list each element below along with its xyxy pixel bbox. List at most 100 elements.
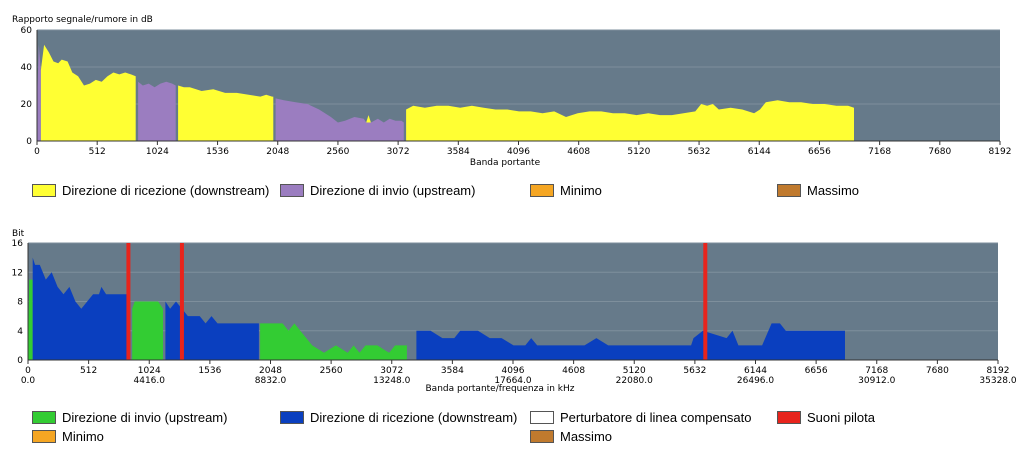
bits-axes: 0 4 8 12 16 0 512 1024 1536 2048 2560 3072 3584 4096 4…: [12, 239, 1017, 386]
snr-x-tick-label: 5120: [627, 147, 650, 157]
snr-x-tick-label: 0: [34, 147, 40, 157]
bits-y-tick-label: 0: [17, 356, 23, 366]
snr-x-tick-label: 512: [89, 147, 106, 157]
legend-item-upstream-bits: Direzione di invio (upstream): [32, 410, 227, 425]
legend-item-downstream-snr: Direzione di ricezione (downstream): [32, 183, 269, 198]
snr-x-tick-label: 3584: [447, 147, 470, 157]
legend-item-minimum-snr: Minimo: [530, 183, 602, 198]
legend-label: Massimo: [560, 429, 613, 444]
snr-x-tick-label: 3072: [387, 147, 410, 157]
legend-swatch: [32, 184, 56, 197]
bits-x-tick-label: 5120: [623, 366, 646, 376]
snr-y-axis-label: Rapporto segnale/rumore in dB: [12, 15, 153, 25]
snr-area-direzione-di-invio-upstream-: [37, 44, 41, 141]
bits-x-tick-label: 8192: [987, 366, 1010, 376]
bits-x-tick-label: 4608: [562, 366, 585, 376]
snr-x-tick-label: 8192: [989, 147, 1012, 157]
snr-y-tick-label: 60: [21, 26, 33, 36]
snr-area-direzione-di-invio-upstream-: [275, 98, 404, 141]
snr-x-tick-label: 1024: [146, 147, 169, 157]
bits-x-axis-label: Banda portante/frequenza in kHz: [426, 384, 575, 394]
legend-swatch: [32, 430, 56, 443]
bits-y-tick-label: 8: [17, 298, 23, 308]
bits-x-tick-label: 5632: [683, 366, 706, 376]
snr-x-tick-label: 6144: [748, 147, 771, 157]
freq-tick-label: 17664.0: [494, 376, 531, 386]
snr-area-direzione-di-ricezione-downstream-: [40, 44, 136, 141]
snr-x-tick-label: 6656: [808, 147, 831, 157]
bits-x-tick-label: 4096: [502, 366, 525, 376]
snr-x-axis-label: Banda portante: [470, 158, 541, 168]
freq-tick-label: 4416.0: [134, 376, 166, 386]
snr-y-tick-label: 20: [21, 100, 33, 110]
legend-item-maximum-bits: Massimo: [530, 429, 612, 444]
bits-y-tick-label: 12: [12, 268, 23, 278]
legend-item-pilot-tones: Suoni pilota: [777, 410, 875, 425]
freq-tick-label: 35328.0: [979, 376, 1016, 386]
snr-area-direzione-di-invio-upstream-: [138, 81, 176, 141]
snr-x-tick-label: 7168: [868, 147, 891, 157]
bits-y-axis-label: Bit: [12, 229, 25, 239]
legend-item-crosstalk: Perturbatore di linea compensato: [530, 410, 752, 425]
freq-tick-label: 30912.0: [858, 376, 895, 386]
legend-swatch: [777, 411, 801, 424]
legend-label: Direzione di invio (upstream): [310, 183, 476, 198]
snr-x-tick-label: 1536: [206, 147, 229, 157]
snr-y-tick-label: 40: [21, 63, 33, 73]
legend-item-upstream-snr: Direzione di invio (upstream): [280, 183, 475, 198]
legend-label: Perturbatore di linea compensato: [560, 410, 752, 425]
snr-area-direzione-di-ricezione-downstream-: [178, 85, 274, 141]
legend-item-maximum-snr: Massimo: [777, 183, 859, 198]
legend-label: Minimo: [62, 429, 104, 444]
snr-series-group: [37, 44, 854, 141]
legend-item-downstream-bits: Direzione di ricezione (downstream): [280, 410, 517, 425]
freq-tick-label: 8832.0: [255, 376, 287, 386]
bits-x-tick-label: 3072: [380, 366, 403, 376]
bits-x-tick-label: 3584: [441, 366, 464, 376]
legend-swatch: [777, 184, 801, 197]
bits-x-tick-label: 1536: [198, 366, 221, 376]
snr-x-tick-label: 4096: [507, 147, 530, 157]
bits-x-tick-label: 512: [80, 366, 97, 376]
freq-tick-label: 13248.0: [373, 376, 410, 386]
bits-x-tick-label: 6656: [805, 366, 828, 376]
snr-x-tick-label: 5632: [688, 147, 711, 157]
bits-y-tick-label: 4: [17, 327, 23, 337]
legend-label: Direzione di invio (upstream): [62, 410, 228, 425]
snr-x-tick-label: 7680: [928, 147, 951, 157]
snr-axes: 0 20 40 60 0 512 1024 1536 2048 2560 3072 3584 4096 4…: [21, 26, 1012, 157]
snr-x-tick-label: 2560: [326, 147, 349, 157]
freq-tick-label: 26496.0: [737, 376, 774, 386]
bits-area-direzione-di-invio-upstream-: [260, 323, 407, 360]
legend-swatch: [280, 184, 304, 197]
bits-x-tick-label: 7168: [865, 366, 888, 376]
freq-tick-label: 0.0: [21, 376, 36, 386]
bits-x-tick-label: 2048: [259, 366, 282, 376]
bits-x-tick-label: 0: [25, 366, 31, 376]
bits-y-tick-label: 16: [12, 239, 24, 249]
legend-label: Minimo: [560, 183, 602, 198]
bits-series-group: [28, 257, 845, 360]
legend-swatch: [280, 411, 304, 424]
freq-tick-label: 22080.0: [616, 376, 653, 386]
bits-area-direzione-di-invio-upstream-: [132, 301, 163, 360]
bits-area-direzione-di-ricezione-downstream-: [416, 323, 845, 360]
bits-area-direzione-di-ricezione-downstream-: [32, 257, 128, 360]
legend-swatch: [530, 430, 554, 443]
pilot-tones-group: [126, 243, 708, 360]
bits-x-tick-label: 1024: [138, 366, 161, 376]
snr-area-direzione-di-ricezione-downstream-: [406, 100, 854, 141]
bits-x-tick-label: 7680: [926, 366, 949, 376]
snr-x-tick-label: 4608: [567, 147, 590, 157]
legend-label: Massimo: [807, 183, 860, 198]
legend-swatch: [530, 411, 554, 424]
bits-area-direzione-di-ricezione-downstream-: [165, 301, 259, 360]
snr-x-tick-label: 2048: [266, 147, 289, 157]
bits-x-tick-label: 2560: [320, 366, 343, 376]
legend-swatch: [32, 411, 56, 424]
bits-x-tick-label: 6144: [744, 366, 767, 376]
legend-item-minimum-bits: Minimo: [32, 429, 104, 444]
snr-y-tick-label: 0: [26, 137, 32, 147]
legend-swatch: [530, 184, 554, 197]
